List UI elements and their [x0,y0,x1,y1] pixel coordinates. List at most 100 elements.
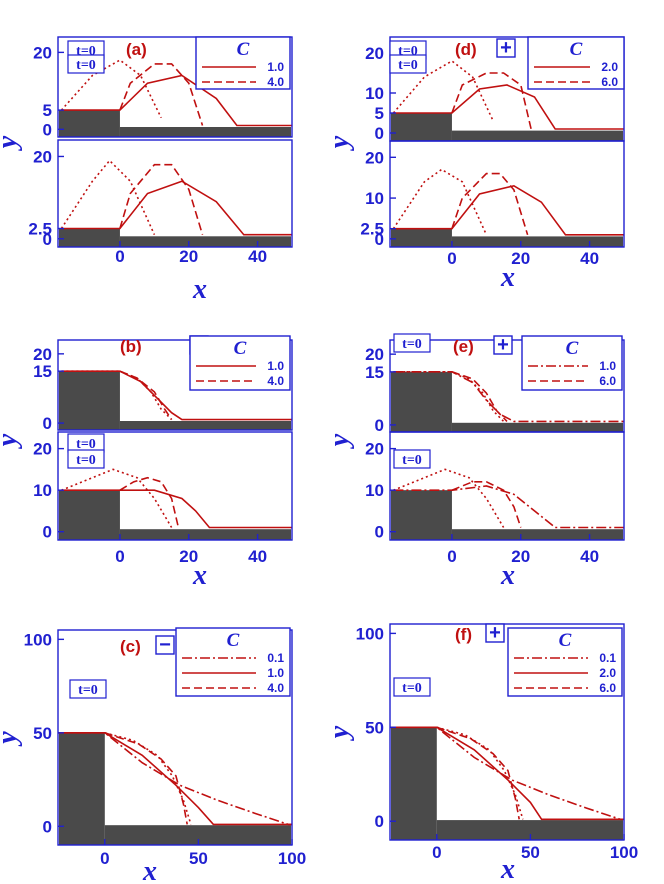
t0-box [393,677,431,697]
plus-box-icon [496,38,516,58]
y-tick-label: 0 [375,416,384,435]
x-tick-label: 20 [511,249,530,268]
y-tick-label: 15 [33,362,52,381]
t0-label: t=0 [78,683,98,698]
plot-frame [57,139,293,248]
x-tick-label: 0 [432,843,441,862]
y-axis-label: y [0,433,23,449]
legend-box [507,627,623,697]
x-axis-label: x [192,274,207,305]
t0-label: t=0 [76,453,96,468]
obstacle-bed [451,130,623,141]
x-tick-label: 0 [115,547,124,566]
y-axis-label: y [0,731,23,747]
t0-label: t=0 [402,681,422,696]
x-axis-label: x [500,560,515,591]
obstacle-bed [451,236,623,247]
t0-box [389,54,427,74]
legend-value: 6.0 [599,681,616,695]
plus-box-icon [485,623,505,643]
y-tick-label: 0 [375,523,384,542]
obstacle-block [59,490,120,540]
series-line [451,480,522,528]
x-tick-label: 40 [580,547,599,566]
legend-title: C [234,338,247,359]
x-tick-label: 40 [248,547,267,566]
series-line [451,72,532,130]
legend-title: C [227,630,240,651]
y-tick-label: 20 [33,345,52,364]
y-tick-label: 2.5 [360,220,384,239]
t0-box [69,679,107,699]
series-line [119,370,173,421]
obstacle-block [59,228,120,247]
obstacle-block [391,371,452,432]
t0-box [67,449,105,469]
x-tick-label: 0 [115,247,124,266]
x-axis-label: x [192,560,207,591]
y-tick-label: 0 [375,230,384,249]
legend-value: 2.0 [599,666,616,680]
legend-value: 1.0 [267,666,284,680]
series-line [104,732,188,825]
x-axis-label: x [500,854,515,884]
x-tick-label: 40 [248,247,267,266]
series-line [58,731,292,826]
y-tick-label: 20 [365,440,384,459]
y-tick-label: 0 [43,230,52,249]
t0-label: t=0 [76,437,96,452]
obstacle-bed [119,127,291,137]
y-tick-label: 50 [365,718,384,737]
x-tick-label: 20 [179,547,198,566]
legend-value: 4.0 [267,681,284,695]
y-axis-label: y [324,725,355,741]
series-line [60,159,156,236]
sign-symbol: + [500,37,512,59]
obstacle-block [391,228,452,247]
t0-box [393,333,431,353]
series-line [436,726,520,820]
obstacle-block [391,113,452,141]
x-tick-label: 0 [447,547,456,566]
legend-value: 1.0 [267,359,284,373]
y-tick-label: 10 [33,481,52,500]
plot-frame [389,623,625,841]
series-line [451,172,529,236]
series-line [393,184,624,236]
panel-label: (c) [120,637,141,656]
t0-label: t=0 [402,337,422,352]
t0-label: t=0 [398,58,418,73]
sign-symbol: + [489,622,501,644]
legend-title: C [566,338,579,359]
y-axis-label: y [324,135,355,151]
x-tick-label: 100 [610,843,638,862]
t0-box [393,449,431,469]
y-tick-label: 0 [43,817,52,836]
obstacle-block [391,490,452,540]
y-tick-label: 15 [365,363,384,382]
y-tick-label: 5 [375,104,384,123]
y-axis-label: y [324,433,355,449]
plot-frame [389,431,625,541]
legend-value: 0.1 [267,651,284,665]
legend-value: 4.0 [267,75,284,89]
plot-frame [57,339,293,431]
y-tick-label: 20 [33,147,52,166]
series-line [104,732,192,825]
plot-frame [57,431,293,541]
x-tick-label: 0 [447,249,456,268]
series-line [119,163,204,235]
y-tick-label: 10 [365,189,384,208]
plot-frame [57,36,293,138]
x-tick-label: 20 [511,547,530,566]
y-tick-label: 20 [365,148,384,167]
panel-label: (d) [455,40,477,59]
plot-frame [389,140,625,248]
legend-value: 1.0 [599,359,616,373]
series-line [390,726,624,821]
x-axis-label: x [500,262,515,293]
y-tick-label: 20 [33,440,52,459]
obstacle-block [59,110,120,137]
legend-title: C [570,39,583,60]
